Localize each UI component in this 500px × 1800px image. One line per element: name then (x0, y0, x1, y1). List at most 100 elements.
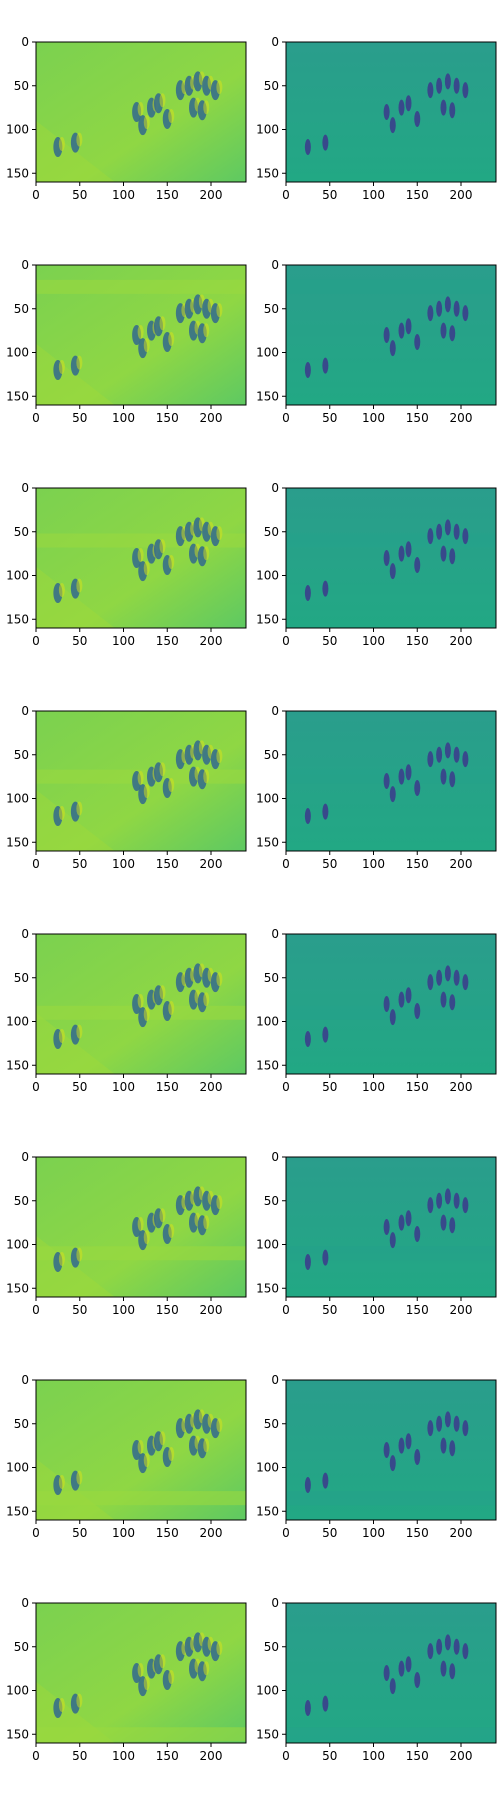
x-tick-label: 50 (322, 1749, 337, 1763)
figure-blob (398, 1660, 405, 1677)
halo-blob (76, 1024, 83, 1039)
halo-blob (76, 1247, 83, 1262)
band-artifact (286, 1246, 496, 1261)
axes-frame (285, 41, 497, 183)
band-artifact (286, 1727, 496, 1742)
x-tick-label: 0 (32, 1303, 40, 1317)
panel-r7-c2: 0 50 100 150 200 0 50 100 150 (256, 1373, 497, 1540)
figure-blob (440, 1660, 447, 1677)
figure-blob (444, 73, 451, 90)
y-tick-label: 0 (21, 927, 29, 941)
x-tick-label: 150 (406, 411, 429, 425)
figure-blob (389, 1455, 396, 1472)
x-tick-label: 100 (362, 1526, 385, 1540)
halo-blob (159, 1654, 166, 1669)
x-tick-label: 150 (156, 1080, 179, 1094)
figure-blob (414, 111, 421, 127)
x-tick-label: 0 (282, 411, 290, 425)
y-tick-label: 150 (6, 389, 29, 403)
y-tick-label: 0 (271, 1150, 279, 1164)
y-tick-label: 50 (14, 1417, 29, 1431)
figure-blob (304, 139, 311, 155)
figure-blob (436, 523, 443, 540)
y-tick-label: 50 (264, 1640, 279, 1654)
y-tick-label: 0 (21, 704, 29, 718)
x-tick-label: 100 (362, 857, 385, 871)
halo-blob (143, 784, 150, 799)
x-tick-label: 0 (282, 188, 290, 202)
halo-blob (203, 769, 210, 784)
y-tick-label: 0 (21, 258, 29, 272)
figure-blob (453, 1192, 460, 1209)
figure-blob (453, 77, 460, 94)
halo-blob (76, 1693, 83, 1708)
figure-blob (414, 334, 421, 350)
axes-frame (35, 264, 247, 406)
figure-blob (383, 1219, 390, 1235)
panel-r6-c1: 0 50 100 150 200 0 50 100 150 (6, 1150, 247, 1317)
figure-blob (383, 773, 390, 789)
y-tick-label: 150 (256, 1058, 279, 1072)
halo-blob (143, 1230, 150, 1245)
figure-blob (389, 1232, 396, 1249)
heatmap-image (286, 1157, 496, 1297)
figure-blob (405, 541, 412, 558)
heatmap-image (286, 42, 496, 182)
axes-frame (35, 1156, 247, 1298)
y-tick-label: 50 (14, 1194, 29, 1208)
x-tick-label: 150 (406, 1080, 429, 1094)
x-tick-label: 0 (32, 1526, 40, 1540)
panel-r5-c1: 0 50 100 150 200 0 50 100 150 (6, 927, 247, 1094)
x-tick-label: 200 (200, 634, 223, 648)
x-tick-label: 50 (72, 411, 87, 425)
y-tick-label: 150 (256, 1281, 279, 1295)
figure-blob (427, 1420, 434, 1437)
y-tick-label: 150 (6, 835, 29, 849)
halo-blob (203, 1438, 210, 1453)
axes-frame (285, 1602, 497, 1744)
axes-frame (285, 1156, 497, 1298)
figure-blob (389, 340, 396, 357)
y-tick-label: 0 (271, 35, 279, 49)
y-tick-label: 0 (21, 1150, 29, 1164)
x-tick-label: 200 (200, 188, 223, 202)
halo-blob (159, 1431, 166, 1446)
figure-blob (462, 82, 469, 99)
band-artifact (286, 1491, 496, 1506)
y-tick-label: 50 (264, 1194, 279, 1208)
figure-blob (405, 1433, 412, 1450)
figure-blob (405, 1210, 412, 1227)
y-tick-label: 50 (264, 302, 279, 316)
x-tick-label: 200 (450, 1303, 473, 1317)
figure-blob (462, 305, 469, 322)
x-tick-label: 50 (322, 1080, 337, 1094)
figure-blob (414, 557, 421, 573)
x-tick-label: 100 (112, 1080, 135, 1094)
x-tick-label: 0 (32, 1749, 40, 1763)
x-tick-label: 50 (322, 1303, 337, 1317)
figure-blob (440, 99, 447, 116)
y-tick-label: 50 (14, 525, 29, 539)
figure-blob (304, 362, 311, 378)
halo-blob (203, 323, 210, 338)
band-artifact (36, 1491, 246, 1506)
y-tick-label: 0 (21, 481, 29, 495)
panel-r1-c1: 0 50 100 150 200 0 50 100 150 (6, 35, 247, 202)
axes-frame (35, 1602, 247, 1744)
figure-blob (427, 305, 434, 322)
figure-blob (304, 1031, 311, 1047)
figure-blob (304, 808, 311, 824)
figure-blob (436, 1638, 443, 1655)
figure-blob (389, 1678, 396, 1695)
x-tick-label: 50 (72, 857, 87, 871)
panel-r2-c1: 0 50 100 150 200 0 50 100 150 (6, 258, 247, 425)
halo-blob (216, 1641, 223, 1656)
figure-blob (449, 548, 456, 565)
figure-blob (304, 585, 311, 601)
figure-blob (414, 1449, 421, 1465)
figure-blob (405, 95, 412, 112)
x-tick-label: 150 (156, 634, 179, 648)
y-tick-label: 100 (256, 1238, 279, 1252)
axes-frame (285, 933, 497, 1075)
y-tick-label: 100 (256, 1015, 279, 1029)
